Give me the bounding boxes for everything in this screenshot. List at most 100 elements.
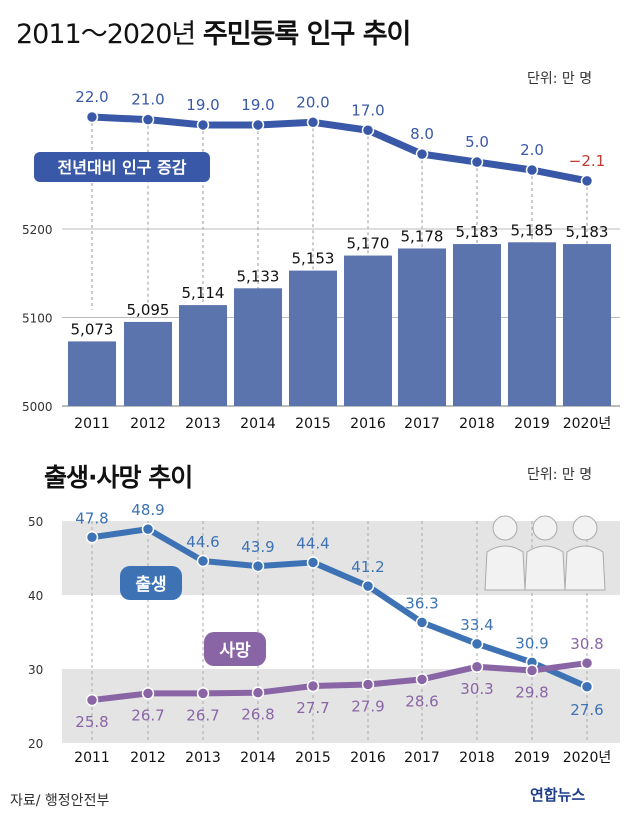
bar xyxy=(453,244,501,406)
birth-value-label: 43.9 xyxy=(241,538,274,556)
population-change-point xyxy=(196,118,210,132)
population-change-label: 2.0 xyxy=(520,141,544,159)
bar xyxy=(398,248,446,406)
legend-population-change xyxy=(34,152,210,182)
population-change-point xyxy=(415,147,429,161)
bar-value-label: 5,153 xyxy=(292,250,335,268)
x-tick-label: 2013 xyxy=(185,750,221,766)
title-years: 2011～2020년 xyxy=(16,19,196,50)
x-tick-label: 2014 xyxy=(240,416,276,432)
birth-value-label: 48.9 xyxy=(131,501,164,519)
population-change-label: 20.0 xyxy=(296,93,329,111)
bar xyxy=(563,244,611,406)
bar-value-label: 5,114 xyxy=(182,284,225,302)
person-icon xyxy=(532,515,558,541)
person-icon xyxy=(492,515,518,541)
chart-title-birth-death: 출생·사망 추이 xyxy=(44,463,193,492)
person-icon xyxy=(484,545,526,591)
bar xyxy=(289,270,337,406)
bar-value-label: 5,183 xyxy=(456,223,499,241)
population-change-point xyxy=(306,116,320,129)
birth-point xyxy=(251,559,265,573)
birth-value-label: 33.4 xyxy=(460,616,493,634)
birth-line xyxy=(91,526,589,690)
x-tick-label: 2011 xyxy=(74,416,110,432)
birth-point xyxy=(415,616,429,629)
death-value-label: 30.3 xyxy=(460,680,493,698)
birth-point xyxy=(141,522,155,536)
bar xyxy=(508,242,556,406)
source-label: 자료/ 행정안전부 xyxy=(10,793,110,809)
legend-birth xyxy=(120,566,182,600)
population-change-label: 22.0 xyxy=(75,88,108,106)
population-change-label: 19.0 xyxy=(241,96,274,114)
birth-point xyxy=(196,554,210,568)
x-tick-label: 2012 xyxy=(130,750,166,766)
legend-population-change-label: 전년대비 인구 증감 xyxy=(58,158,187,177)
y-tick-label: 5000 xyxy=(22,400,53,414)
x-tick-label: 2016 xyxy=(350,416,386,432)
population-change-label: 21.0 xyxy=(131,91,164,109)
x-tick-label: 2016 xyxy=(350,750,386,766)
death-line xyxy=(91,660,588,704)
population-change-label: 5.0 xyxy=(465,133,489,151)
bar-value-label: 5,073 xyxy=(71,320,114,338)
birth-point xyxy=(470,637,484,651)
death-value-label: 25.8 xyxy=(75,713,108,731)
population-change-point xyxy=(525,163,539,177)
death-value-label: 26.8 xyxy=(241,706,274,724)
death-point xyxy=(415,673,429,686)
x-tick-label: 2014 xyxy=(240,750,276,766)
death-point xyxy=(251,686,265,699)
band xyxy=(62,669,620,743)
legend-birth-label: 출생 xyxy=(135,575,166,595)
death-value-label: 28.6 xyxy=(405,692,438,710)
y-tick-label: 50 xyxy=(28,515,43,529)
x-tick-label: 2017 xyxy=(404,416,440,432)
birth-value-label: 44.4 xyxy=(296,534,329,552)
birth-value-label: 41.2 xyxy=(351,558,384,576)
unit-label-top: 단위: 만 명 xyxy=(527,71,593,87)
death-point xyxy=(525,664,539,677)
population-change-label: 8.0 xyxy=(410,125,434,143)
birth-value-label: 47.8 xyxy=(75,509,108,527)
x-tick-label: 2018 xyxy=(459,750,495,766)
y-tick-label: 5200 xyxy=(22,223,53,237)
legend-death xyxy=(204,632,266,666)
death-value-label: 30.8 xyxy=(570,635,603,653)
birth-value-label: 44.6 xyxy=(186,533,219,551)
birth-point xyxy=(85,531,99,544)
birth-value-label: 27.6 xyxy=(570,701,603,719)
y-tick-label: 30 xyxy=(28,663,43,677)
x-tick-label: 2017 xyxy=(404,750,440,766)
death-value-label: 29.8 xyxy=(515,683,548,701)
person-icon xyxy=(572,515,598,541)
death-point xyxy=(306,679,320,693)
bar-value-label: 5,095 xyxy=(127,301,170,319)
population-change-point xyxy=(470,155,484,169)
birth-value-label: 30.9 xyxy=(515,634,548,652)
population-change-line xyxy=(88,113,591,185)
birth-point xyxy=(580,680,594,694)
population-change-point xyxy=(251,118,265,132)
bar xyxy=(179,305,227,406)
chart-title: 2011～2020년 주민등록 인구 추이 xyxy=(16,12,412,51)
population-change-label: 19.0 xyxy=(186,96,219,114)
bar-value-label: 5,133 xyxy=(237,267,280,285)
death-point xyxy=(141,687,155,700)
unit-label-bottom: 단위: 만 명 xyxy=(527,467,593,483)
x-tick-label: 2013 xyxy=(185,416,221,432)
x-tick-label: 2020년 xyxy=(563,416,612,432)
title-main: 주민등록 인구 추이 xyxy=(202,19,412,50)
death-point xyxy=(580,656,594,670)
population-change-label: 17.0 xyxy=(351,101,384,119)
bar-value-label: 5,170 xyxy=(347,235,390,253)
person-icon xyxy=(564,545,606,591)
birth-point xyxy=(361,579,375,593)
population-change-label: −2.1 xyxy=(569,152,605,170)
x-tick-label: 2018 xyxy=(459,416,495,432)
x-tick-label: 2019 xyxy=(514,416,550,432)
y-tick-label: 5100 xyxy=(22,312,53,326)
bar xyxy=(234,288,282,406)
population-change-point xyxy=(580,174,594,188)
